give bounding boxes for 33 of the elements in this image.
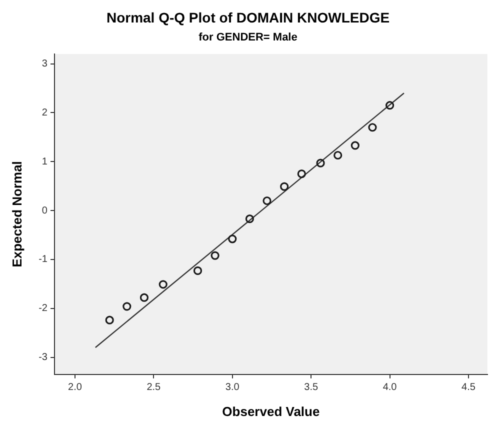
point (193, 266, 202, 275)
y-tick-label: 1 (42, 156, 48, 168)
y-tick-label: -2 (38, 303, 48, 314)
chart-subtitle: for GENDER= Male (198, 31, 298, 44)
x-tick-label: 2.0 (68, 382, 82, 394)
point (262, 196, 272, 206)
point (297, 170, 306, 178)
point (105, 316, 114, 324)
x-axis-title: Observed Value (222, 404, 320, 419)
y-tick-label: 2 (42, 107, 48, 118)
x-tick-label: 2.5 (146, 382, 162, 394)
point (350, 141, 360, 150)
point (316, 158, 325, 168)
y-axis-title: Expected Normal (9, 161, 24, 268)
x-tick-label: 4.0 (382, 382, 398, 394)
point (280, 182, 289, 191)
y-tick-label: 0 (42, 205, 48, 216)
x-tick-label: 4.5 (462, 382, 476, 394)
point (140, 293, 149, 302)
point (368, 123, 377, 132)
point (386, 101, 394, 110)
point (210, 251, 220, 260)
point (334, 150, 342, 160)
chart-title: Normal Q-Q Plot of DOMAIN KNOWLEDGE (106, 9, 390, 26)
point (245, 214, 254, 224)
y-tick-label: -3 (38, 352, 48, 364)
y-tick-label: 3 (42, 58, 48, 70)
point (122, 302, 132, 311)
point (158, 280, 168, 289)
y-tick-label: -1 (38, 254, 48, 266)
x-tick-label: 3.5 (304, 382, 318, 394)
x-tick-label: 3.0 (225, 382, 240, 394)
point (228, 234, 237, 244)
